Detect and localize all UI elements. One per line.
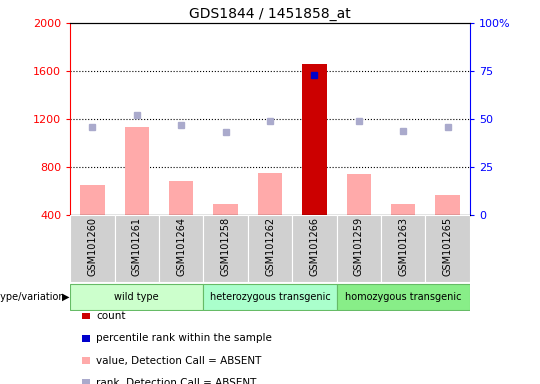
Bar	[258, 173, 282, 215]
Bar	[70, 284, 204, 310]
Bar	[169, 182, 193, 215]
Text: heterozygous transgenic: heterozygous transgenic	[210, 291, 330, 302]
Bar	[82, 379, 90, 384]
Bar	[347, 174, 371, 215]
Bar	[336, 284, 470, 310]
Bar	[336, 215, 381, 282]
Bar	[159, 215, 204, 282]
Text: GSM101260: GSM101260	[87, 217, 97, 276]
Text: GSM101266: GSM101266	[309, 217, 319, 276]
Bar	[114, 215, 159, 282]
Text: wild type: wild type	[114, 291, 159, 302]
Bar	[391, 204, 415, 215]
Text: homozygous transgenic: homozygous transgenic	[345, 291, 462, 302]
Bar	[435, 195, 460, 215]
Text: ▶: ▶	[62, 291, 69, 302]
Bar	[426, 215, 470, 282]
Bar	[302, 64, 327, 215]
Bar	[381, 215, 426, 282]
Bar	[213, 204, 238, 215]
Bar	[82, 335, 90, 342]
Bar	[204, 215, 248, 282]
Bar	[292, 215, 336, 282]
Text: genotype/variation: genotype/variation	[0, 291, 65, 302]
Text: GSM101258: GSM101258	[221, 217, 231, 276]
Text: count: count	[96, 311, 126, 321]
Text: rank, Detection Call = ABSENT: rank, Detection Call = ABSENT	[96, 378, 256, 384]
Text: GSM101264: GSM101264	[176, 217, 186, 276]
Title: GDS1844 / 1451858_at: GDS1844 / 1451858_at	[189, 7, 351, 21]
Text: GSM101265: GSM101265	[443, 217, 453, 276]
Text: GSM101259: GSM101259	[354, 217, 364, 276]
Bar	[204, 284, 336, 310]
Bar	[82, 313, 90, 319]
Text: GSM101263: GSM101263	[398, 217, 408, 276]
Text: GSM101261: GSM101261	[132, 217, 142, 276]
Text: GSM101262: GSM101262	[265, 217, 275, 276]
Bar	[70, 215, 114, 282]
Text: percentile rank within the sample: percentile rank within the sample	[96, 333, 272, 343]
Bar	[80, 185, 105, 215]
Bar	[125, 127, 149, 215]
Bar	[248, 215, 292, 282]
Text: value, Detection Call = ABSENT: value, Detection Call = ABSENT	[96, 356, 261, 366]
Bar	[82, 357, 90, 364]
